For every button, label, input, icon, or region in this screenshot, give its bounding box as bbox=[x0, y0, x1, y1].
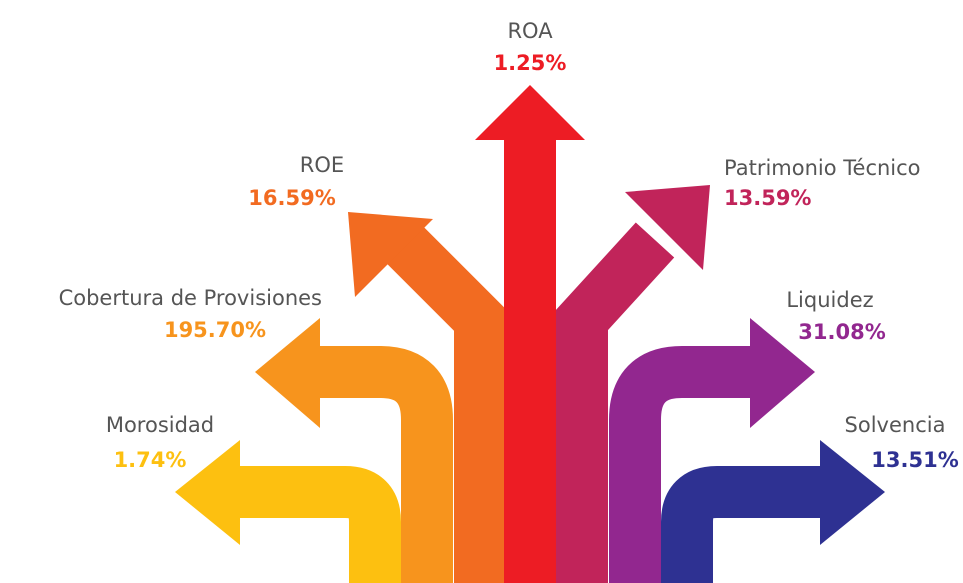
item-value: 16.59% bbox=[248, 186, 335, 210]
item-label: Solvencia bbox=[845, 413, 946, 437]
arrow-morosidad bbox=[235, 492, 375, 583]
item-value: 31.08% bbox=[798, 320, 885, 344]
item-label: Patrimonio Técnico bbox=[724, 156, 921, 180]
arrow-head bbox=[475, 85, 585, 140]
item-value: 13.59% bbox=[724, 186, 811, 210]
item-label: Cobertura de Provisiones bbox=[59, 286, 322, 310]
arrow-solvencia bbox=[687, 492, 825, 583]
item-value: 1.74% bbox=[114, 448, 187, 472]
infographic: ROA 1.25% ROE 16.59% Patrimonio Técnico … bbox=[0, 0, 963, 583]
item-value: 195.70% bbox=[164, 318, 266, 342]
item-label: Liquidez bbox=[786, 288, 873, 312]
item-value: 1.25% bbox=[494, 51, 567, 75]
item-label: ROE bbox=[300, 153, 344, 177]
item-label: Morosidad bbox=[106, 413, 214, 437]
item-value: 13.51% bbox=[871, 448, 958, 472]
item-label: ROA bbox=[507, 19, 553, 43]
